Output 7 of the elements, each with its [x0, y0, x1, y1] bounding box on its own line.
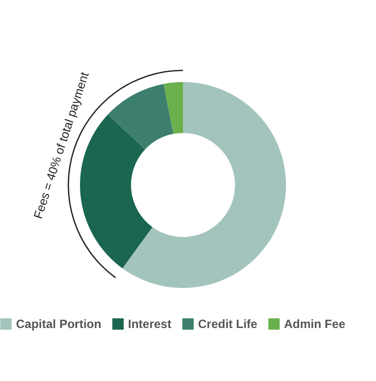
donut-slice: [122, 82, 286, 288]
donut-slice: [164, 82, 183, 134]
legend-label: Interest: [128, 317, 172, 331]
legend-label: Capital Portion: [16, 317, 102, 331]
legend-label: Admin Fee: [284, 317, 346, 331]
donut-slice: [108, 84, 174, 150]
legend-label: Credit Life: [198, 317, 258, 331]
